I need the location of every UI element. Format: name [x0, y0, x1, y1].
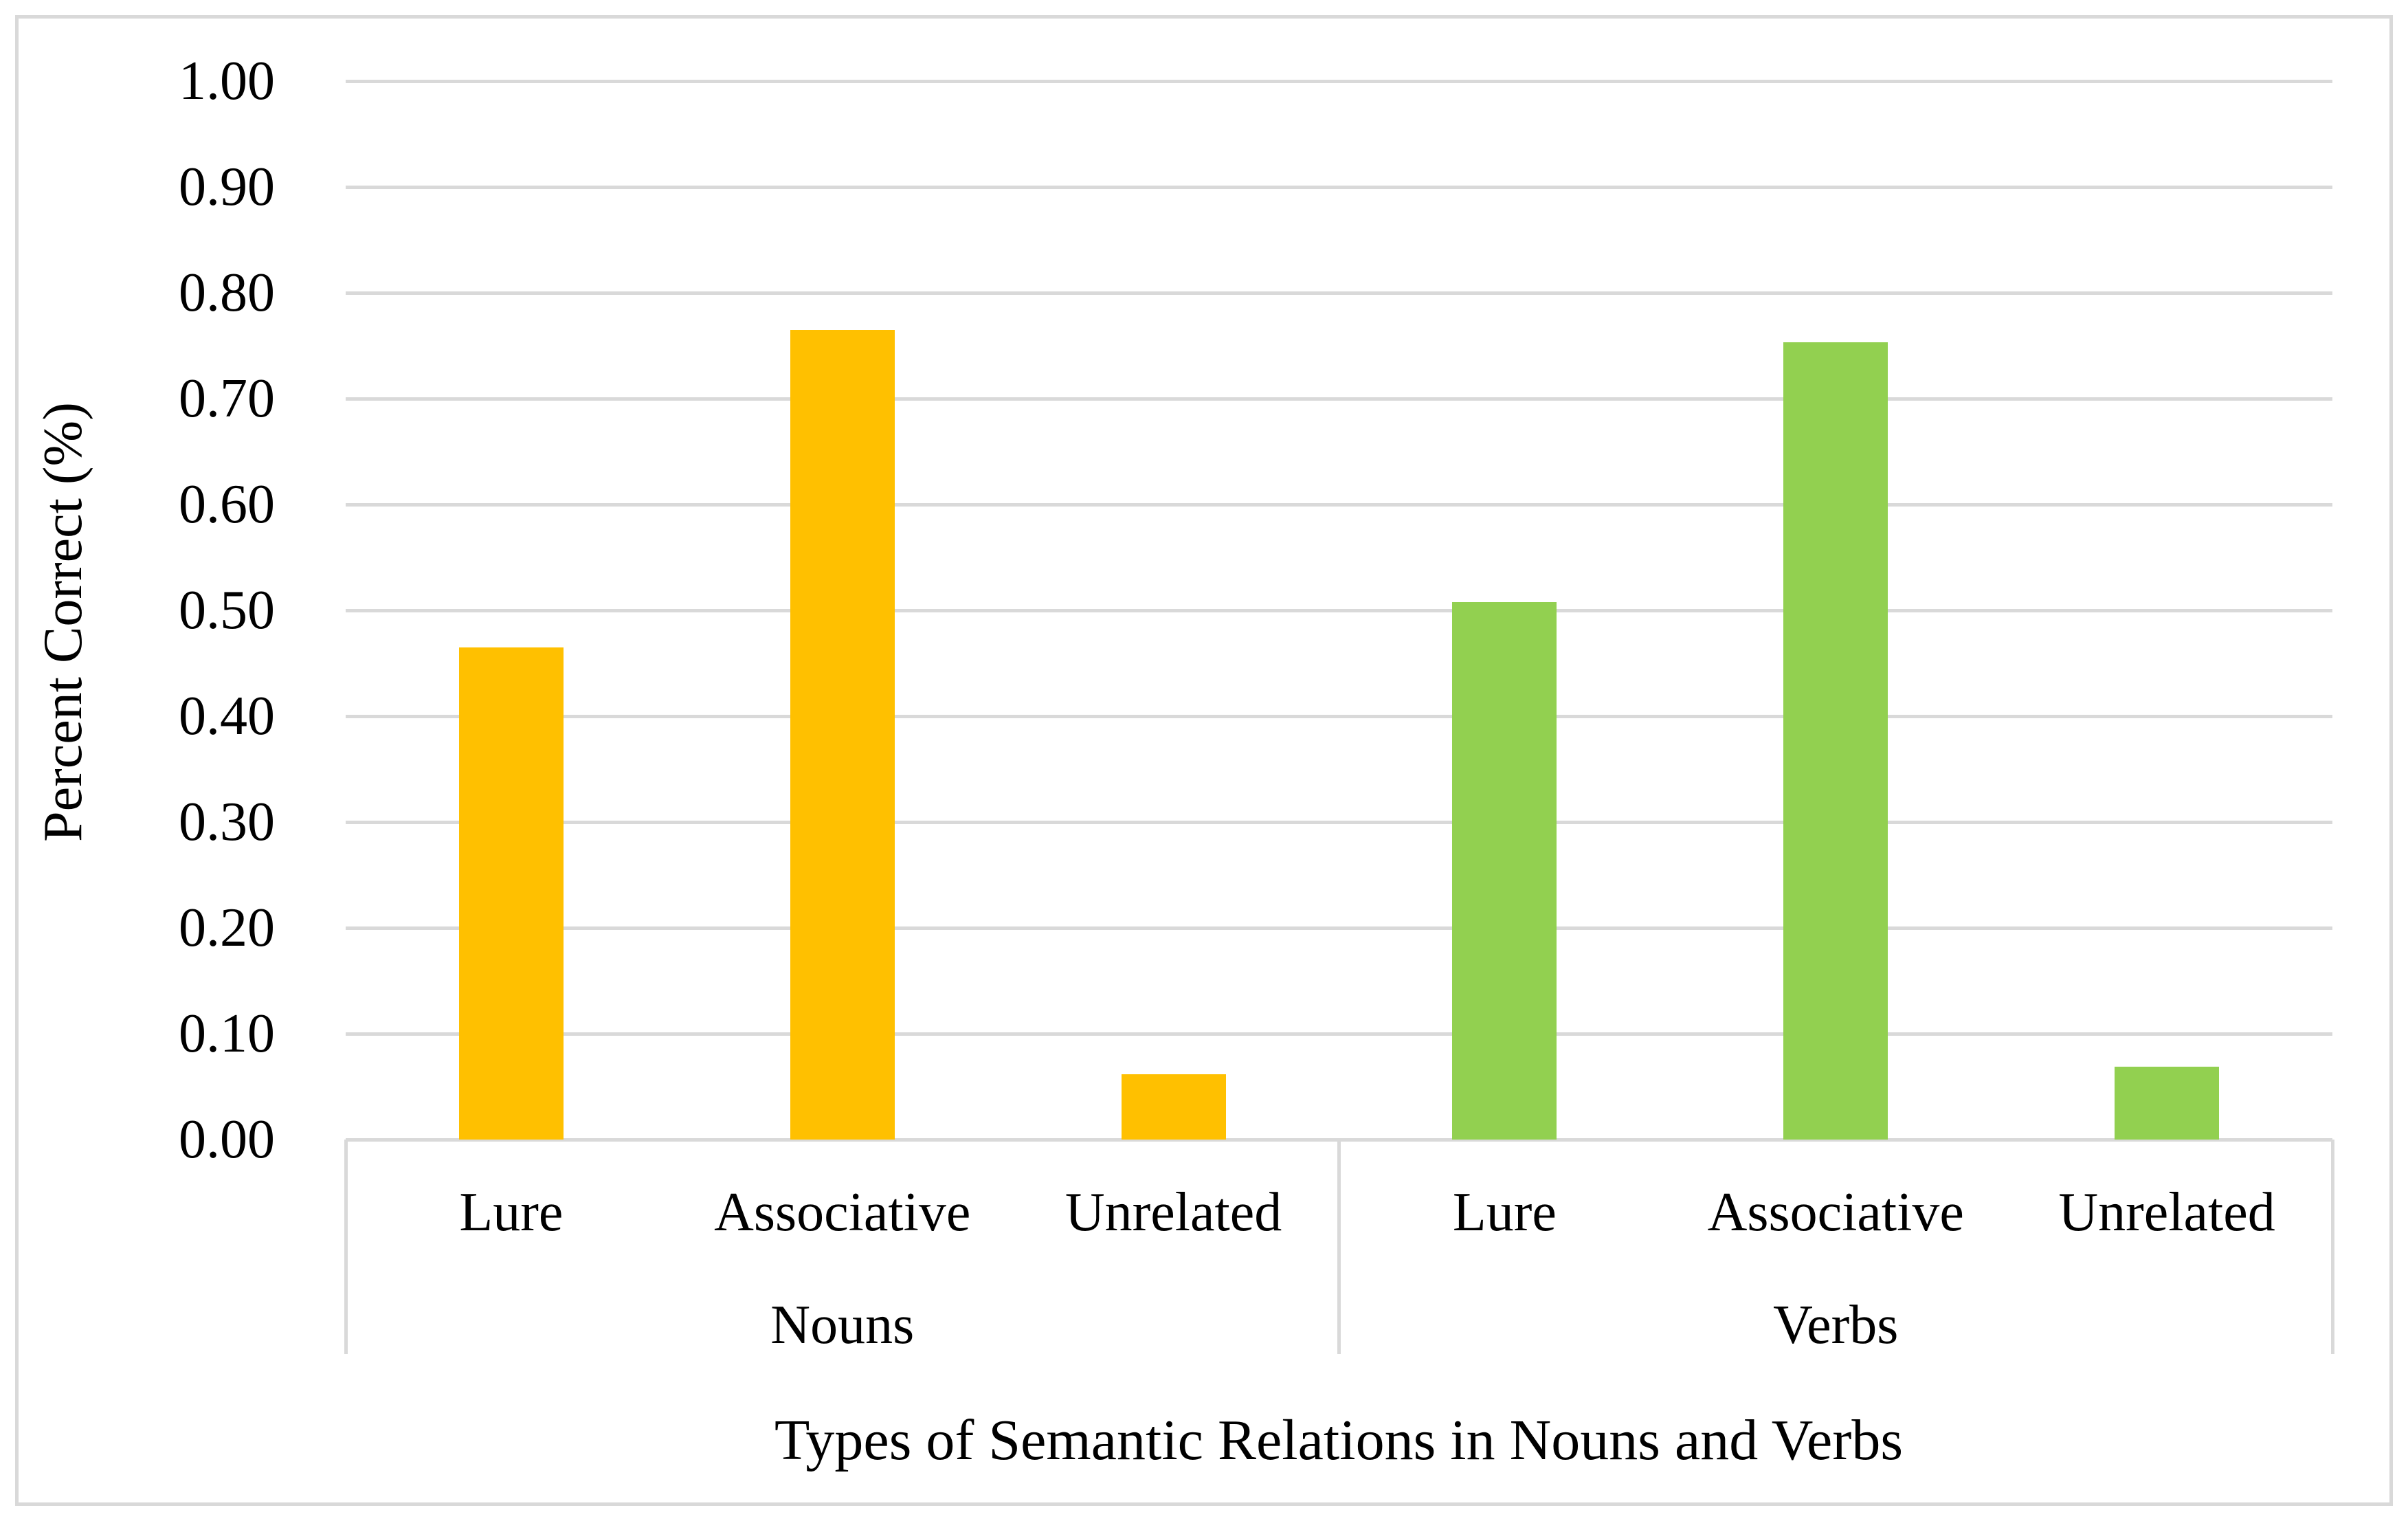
x-axis-title: Types of Semantic Relations in Nouns and… [774, 1408, 1904, 1472]
bar-nouns-lure [458, 647, 564, 1140]
bar-nouns-unrelated [1121, 1074, 1226, 1140]
gridline [346, 1032, 2332, 1036]
category-label: Lure [1452, 1182, 1557, 1243]
group-label: Verbs [1773, 1295, 1899, 1355]
y-tick-label: 0.20 [179, 898, 275, 958]
y-tick-label: 0.90 [179, 157, 275, 217]
gridline [346, 185, 2332, 189]
category-label: Associative [714, 1182, 971, 1243]
category-box-border [2330, 1140, 2334, 1354]
bar-verbs-unrelated [2115, 1066, 2220, 1140]
category-box-border [344, 1140, 348, 1354]
category-label: Associative [1707, 1182, 1964, 1243]
category-label: Lure [459, 1182, 564, 1243]
gridline [346, 926, 2332, 930]
y-tick-label: 0.10 [179, 1003, 275, 1064]
bar-verbs-associative [1783, 342, 1888, 1140]
y-tick-label: 0.60 [179, 474, 275, 535]
gridline [346, 820, 2332, 824]
gridline [346, 397, 2332, 401]
category-label: Unrelated [1064, 1182, 1282, 1243]
group-label: Nouns [770, 1295, 915, 1355]
y-tick-label: 0.40 [179, 686, 275, 746]
category-box-border [1337, 1140, 1341, 1354]
y-tick-label: 0.80 [179, 263, 275, 323]
category-label: Unrelated [2058, 1182, 2275, 1243]
gridline [346, 714, 2332, 718]
gridline [346, 608, 2332, 612]
bar-nouns-associative [790, 329, 895, 1140]
y-tick-label: 0.30 [179, 792, 275, 852]
y-tick-label: 1.00 [179, 51, 275, 111]
gridline [346, 291, 2332, 295]
y-tick-label: 0.00 [179, 1109, 275, 1170]
y-tick-label: 0.50 [179, 580, 275, 641]
gridline [346, 502, 2332, 507]
figure-border [15, 15, 2393, 1506]
gridline [346, 79, 2332, 83]
y-tick-label: 0.70 [179, 368, 275, 429]
bar-verbs-lure [1452, 601, 1557, 1140]
